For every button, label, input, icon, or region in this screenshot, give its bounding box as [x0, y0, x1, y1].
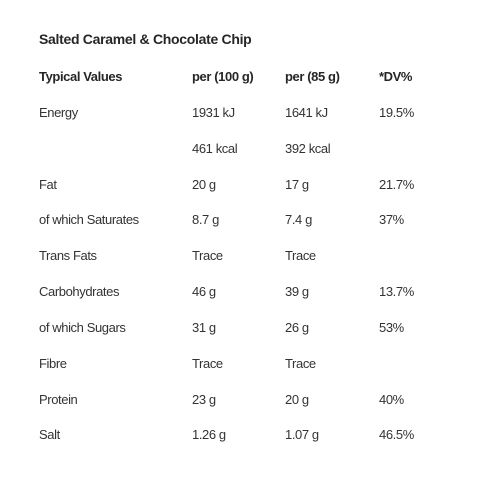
per-85g-value: 20 g [285, 392, 309, 407]
per-100g-value: Trace [192, 356, 223, 371]
table-row-saturates: of which Saturates 8.7 g 7.4 g 37% [0, 212, 480, 232]
nutrient-name: Fibre [39, 356, 67, 371]
dv-value: 21.7% [379, 177, 414, 192]
header-per-85g: per (85 g) [285, 69, 340, 84]
per-85g-value: 26 g [285, 320, 309, 335]
dv-value: 19.5% [379, 105, 414, 120]
dv-value: 40% [379, 392, 404, 407]
per-85g-value: Trace [285, 248, 316, 263]
per-85g-value: 17 g [285, 177, 309, 192]
table-row-energy-kcal: 461 kcal 392 kcal [0, 141, 480, 161]
nutrient-name: Energy [39, 105, 78, 120]
nutrient-name: Trans Fats [39, 248, 97, 263]
per-100g-value: 20 g [192, 177, 216, 192]
per-100g-value: 46 g [192, 284, 216, 299]
per-100g-value: Trace [192, 248, 223, 263]
table-row-protein: Protein 23 g 20 g 40% [0, 392, 480, 412]
header-dv-percent: *DV% [379, 69, 413, 84]
per-100g-value: 1931 kJ [192, 105, 235, 120]
per-85g-value: 1.07 g [285, 427, 319, 442]
per-100g-value: 23 g [192, 392, 216, 407]
table-row-trans-fats: Trans Fats Trace Trace [0, 248, 480, 268]
per-85g-value: 392 kcal [285, 141, 331, 156]
per-100g-value: 31 g [192, 320, 216, 335]
nutrient-name: of which Saturates [39, 212, 139, 227]
per-85g-value: 1641 kJ [285, 105, 328, 120]
table-row-salt: Salt 1.26 g 1.07 g 46.5% [0, 427, 480, 447]
dv-value: 46.5% [379, 427, 414, 442]
nutrient-name: Fat [39, 177, 57, 192]
header-typical-values: Typical Values [39, 69, 123, 84]
dv-value: 37% [379, 212, 404, 227]
per-100g-value: 1.26 g [192, 427, 226, 442]
table-row-sugars: of which Sugars 31 g 26 g 53% [0, 320, 480, 340]
table-row-carbohydrates: Carbohydrates 46 g 39 g 13.7% [0, 284, 480, 304]
per-85g-value: Trace [285, 356, 316, 371]
table-row-energy-kj: Energy 1931 kJ 1641 kJ 19.5% [0, 105, 480, 125]
table-row-fibre: Fibre Trace Trace [0, 356, 480, 376]
nutrient-name: Carbohydrates [39, 284, 120, 299]
nutrient-name: Protein [39, 392, 78, 407]
nutrient-name: of which Sugars [39, 320, 126, 335]
per-100g-value: 461 kcal [192, 141, 238, 156]
dv-value: 53% [379, 320, 404, 335]
table-header-row: Typical Values per (100 g) per (85 g) *D… [0, 69, 480, 89]
dv-value: 13.7% [379, 284, 414, 299]
product-title: Salted Caramel & Chocolate Chip [39, 31, 252, 47]
per-85g-value: 7.4 g [285, 212, 312, 227]
per-100g-value: 8.7 g [192, 212, 219, 227]
nutrient-name: Salt [39, 427, 60, 442]
per-85g-value: 39 g [285, 284, 309, 299]
table-row-fat: Fat 20 g 17 g 21.7% [0, 177, 480, 197]
header-per-100g: per (100 g) [192, 69, 254, 84]
